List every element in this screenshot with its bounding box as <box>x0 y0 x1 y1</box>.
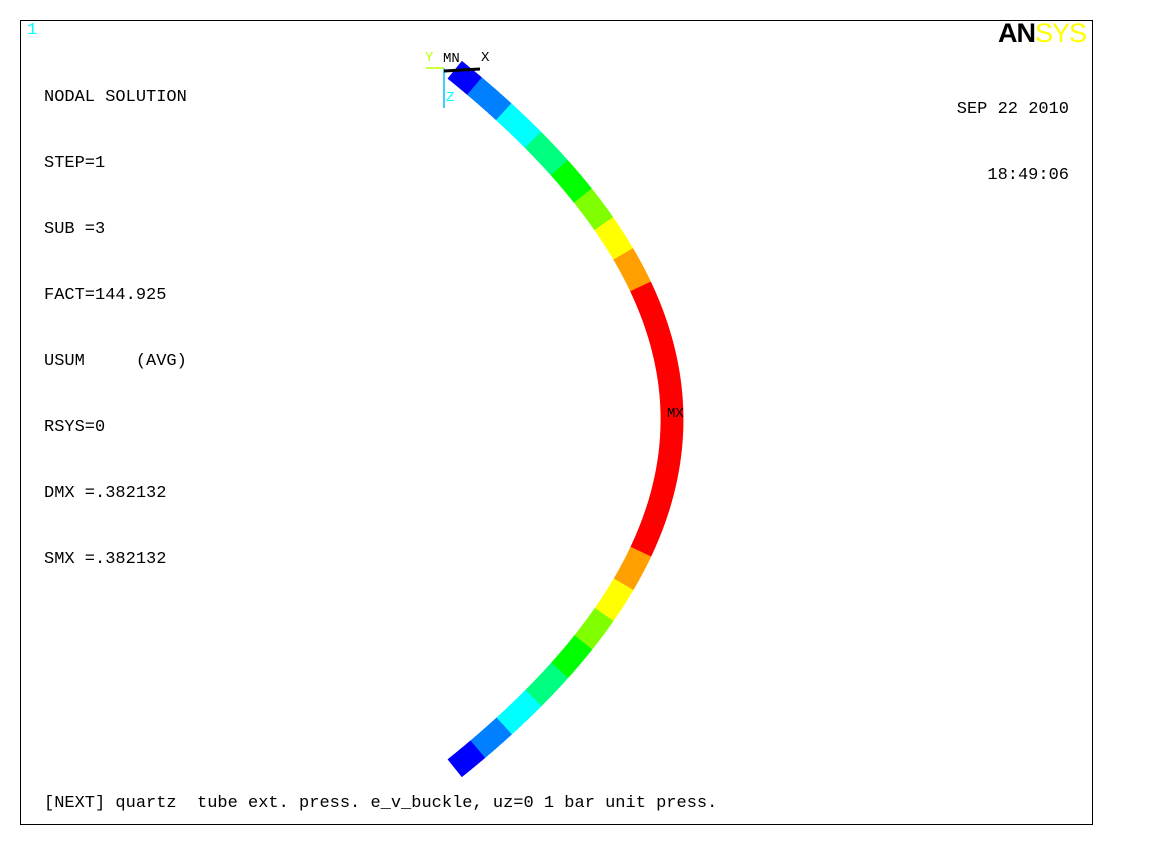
triad-y-label: Y <box>425 50 434 66</box>
datetime-block: SEP 22 2010 18:49:06 <box>957 55 1069 209</box>
dmx-line: DMX =.382132 <box>44 484 167 503</box>
coordinate-triad: Y Z X <box>425 50 490 108</box>
graphics-window-frame <box>20 20 1093 825</box>
deformed-tube <box>447 60 684 778</box>
fact-line: FACT=144.925 <box>44 286 167 305</box>
min-marker: MN <box>443 51 460 67</box>
ansys-logo: ANSYS <box>998 18 1087 48</box>
tube-segment <box>447 756 466 778</box>
triad-z-label: Z <box>446 90 454 106</box>
rsys-line: RSYS=0 <box>44 418 106 437</box>
max-marker: MX <box>667 406 684 422</box>
solution-title: NODAL SOLUTION <box>44 88 187 107</box>
window-number: 1 <box>27 21 38 40</box>
step-line: STEP=1 <box>44 154 106 173</box>
solution-info-block: NODAL SOLUTION STEP=1 SUB =3 FACT=144.92… <box>44 43 187 593</box>
triad-x-label: X <box>481 50 490 66</box>
smx-line: SMX =.382132 <box>44 550 167 569</box>
usum-line: USUM (AVG) <box>44 352 187 371</box>
time-text: 18:49:06 <box>987 166 1069 185</box>
plot-caption: [NEXT] quartz tube ext. press. e_v_buckl… <box>44 794 718 813</box>
sub-line: SUB =3 <box>44 220 106 239</box>
date-text: SEP 22 2010 <box>956 100 1069 119</box>
